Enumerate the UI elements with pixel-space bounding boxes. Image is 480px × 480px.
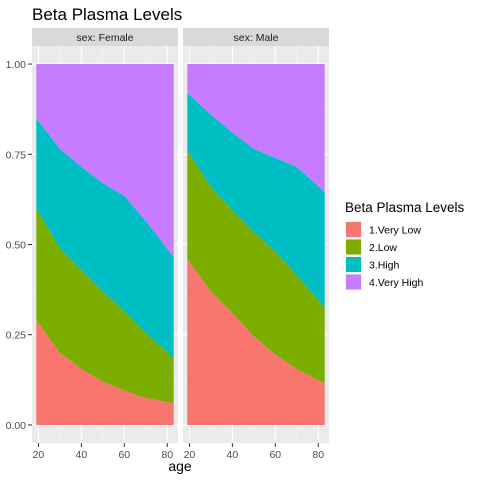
legend-label: 2.Low [369,242,397,254]
legend-item: 4.Very High [345,274,423,291]
legend-label: 1.Very Low [369,225,421,237]
y-axis: 0.00 0.25 0.50 0.75 1.00 [6,59,32,432]
legend-swatch [346,240,361,255]
legend-swatch [346,275,361,290]
legend-label: 3.High [369,260,400,272]
y-tick-label: 1.00 [6,59,27,71]
facet-strip-label: sex: Female [76,32,133,44]
y-tick-label: 0.50 [6,240,27,252]
legend-swatch [346,222,361,237]
x-tick-label: 60 [118,449,130,461]
legend: Beta Plasma Levels 1.Very Low 2.Low 3.High… [345,200,465,291]
legend-item: 2.Low [345,239,397,256]
legend-label: 4.Very High [369,277,423,289]
chart-title: Beta Plasma Levels [32,5,182,24]
x-tick-label: 20 [33,449,45,461]
x-tick-label: 40 [227,449,239,461]
legend-title: Beta Plasma Levels [345,200,465,215]
x-tick-label: 40 [76,449,88,461]
facet-panels: sex: Female sex: Male [32,28,329,443]
facet-strip-label: sex: Male [234,32,279,44]
x-axis-title: age [168,458,192,474]
legend-swatch [346,257,361,272]
legend-item: 1.Very Low [345,221,421,238]
panel-female: sex: Female [32,28,178,443]
y-tick-label: 0.25 [6,330,27,342]
legend-item: 3.High [345,256,400,273]
y-tick-label: 0.75 [6,149,27,161]
panel-male: sex: Male [183,28,329,443]
x-tick-label: 80 [312,449,324,461]
y-tick-label: 0.00 [6,420,27,432]
x-tick-label: 60 [269,449,281,461]
